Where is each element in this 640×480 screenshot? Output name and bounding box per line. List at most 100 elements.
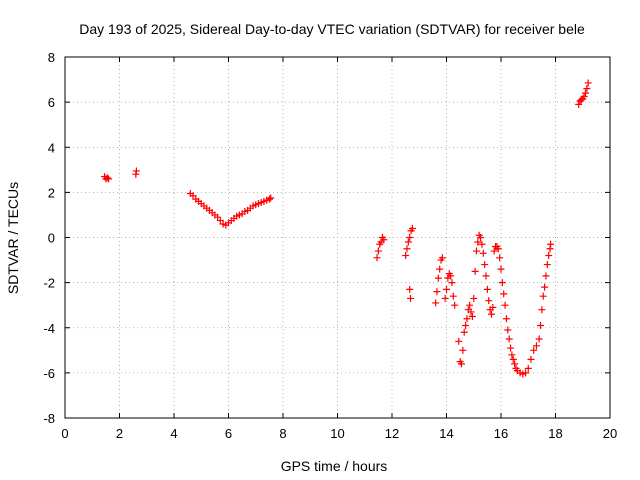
data-point [575, 100, 583, 108]
x-tick-label: 18 [548, 426, 562, 441]
data-point [471, 267, 479, 275]
data-point [507, 344, 515, 352]
data-point [537, 321, 545, 329]
data-point [434, 274, 442, 282]
data-point [522, 369, 530, 377]
y-axis-label: SDTVAR / TECUs [5, 182, 21, 294]
data-point [509, 355, 517, 363]
data-point [373, 254, 381, 262]
data-point [472, 247, 480, 255]
data-point [406, 234, 414, 241]
data-point [504, 326, 512, 334]
x-tick-label: 10 [330, 426, 344, 441]
data-point [543, 261, 551, 269]
data-point [455, 337, 463, 345]
data-point [580, 92, 588, 100]
data-point [584, 79, 592, 87]
data-point [449, 292, 457, 300]
data-point [447, 272, 455, 280]
data-point [403, 245, 411, 253]
data-point [481, 261, 489, 269]
data-point [103, 174, 111, 182]
y-tick-label: 0 [48, 231, 55, 246]
data-point [438, 254, 446, 262]
data-point [265, 195, 273, 203]
x-tick-label: 8 [279, 426, 286, 441]
data-point [468, 312, 476, 320]
data-point [500, 290, 508, 298]
data-point [498, 279, 506, 287]
data-point [457, 360, 465, 368]
x-tick-label: 0 [61, 426, 68, 441]
data-point [527, 355, 535, 363]
axis-ticks: 0 2 4 6 8 10 12 14 16 18 20 -8 -6 -4 -2 0 2 4 6 8 [43, 50, 617, 441]
data-point [470, 294, 478, 302]
data-point [443, 285, 450, 293]
data-point [524, 364, 532, 372]
y-tick-label: 6 [48, 95, 55, 110]
data-point [487, 310, 495, 318]
data-point [374, 247, 382, 255]
data-point [483, 285, 491, 293]
data-point [436, 265, 444, 273]
data-point [477, 234, 485, 241]
x-tick-label: 6 [225, 426, 232, 441]
x-tick-label: 2 [116, 426, 123, 441]
data-points [101, 79, 592, 378]
data-point [490, 247, 498, 255]
data-point [408, 224, 416, 232]
y-tick-label: 2 [48, 185, 55, 200]
data-point [539, 292, 547, 300]
data-point [478, 240, 486, 248]
data-point [267, 194, 275, 202]
y-tick-label: 4 [48, 140, 55, 155]
plot-frame [64, 56, 611, 419]
data-point [502, 315, 510, 323]
data-point [448, 279, 456, 287]
data-point [508, 351, 516, 359]
x-tick-label: 20 [603, 426, 617, 441]
data-point [432, 299, 440, 307]
data-point [530, 346, 538, 354]
x-tick-label: 12 [385, 426, 399, 441]
data-point [380, 236, 388, 244]
data-point [404, 238, 412, 246]
x-tick-label: 4 [170, 426, 177, 441]
data-point [463, 315, 471, 323]
data-point [496, 254, 504, 262]
data-point [497, 265, 505, 273]
data-point [132, 167, 140, 175]
data-point [451, 301, 459, 309]
data-point [542, 272, 550, 280]
data-point [407, 294, 415, 302]
data-point [538, 306, 546, 314]
data-point [511, 360, 519, 368]
data-point [535, 335, 543, 343]
data-point [541, 283, 549, 291]
data-point [433, 288, 441, 296]
data-point [583, 85, 591, 93]
data-point [505, 335, 513, 343]
data-point [581, 89, 589, 97]
y-tick-label: -8 [43, 411, 55, 426]
data-point [474, 238, 482, 246]
data-point [545, 252, 553, 260]
grid [65, 57, 610, 418]
data-point [494, 245, 502, 253]
y-tick-label: 8 [48, 50, 55, 65]
data-point [441, 294, 449, 302]
data-point [479, 249, 487, 257]
data-point [489, 303, 497, 311]
data-point [460, 328, 468, 336]
data-point [406, 285, 414, 293]
data-point [105, 175, 113, 183]
data-point [402, 252, 410, 260]
y-tick-label: -4 [43, 321, 55, 336]
data-point [459, 346, 467, 354]
chart-title: Day 193 of 2025, Sidereal Day-to-day VTE… [79, 21, 585, 37]
data-point [467, 308, 475, 316]
data-point [485, 297, 493, 305]
data-point [466, 301, 474, 309]
